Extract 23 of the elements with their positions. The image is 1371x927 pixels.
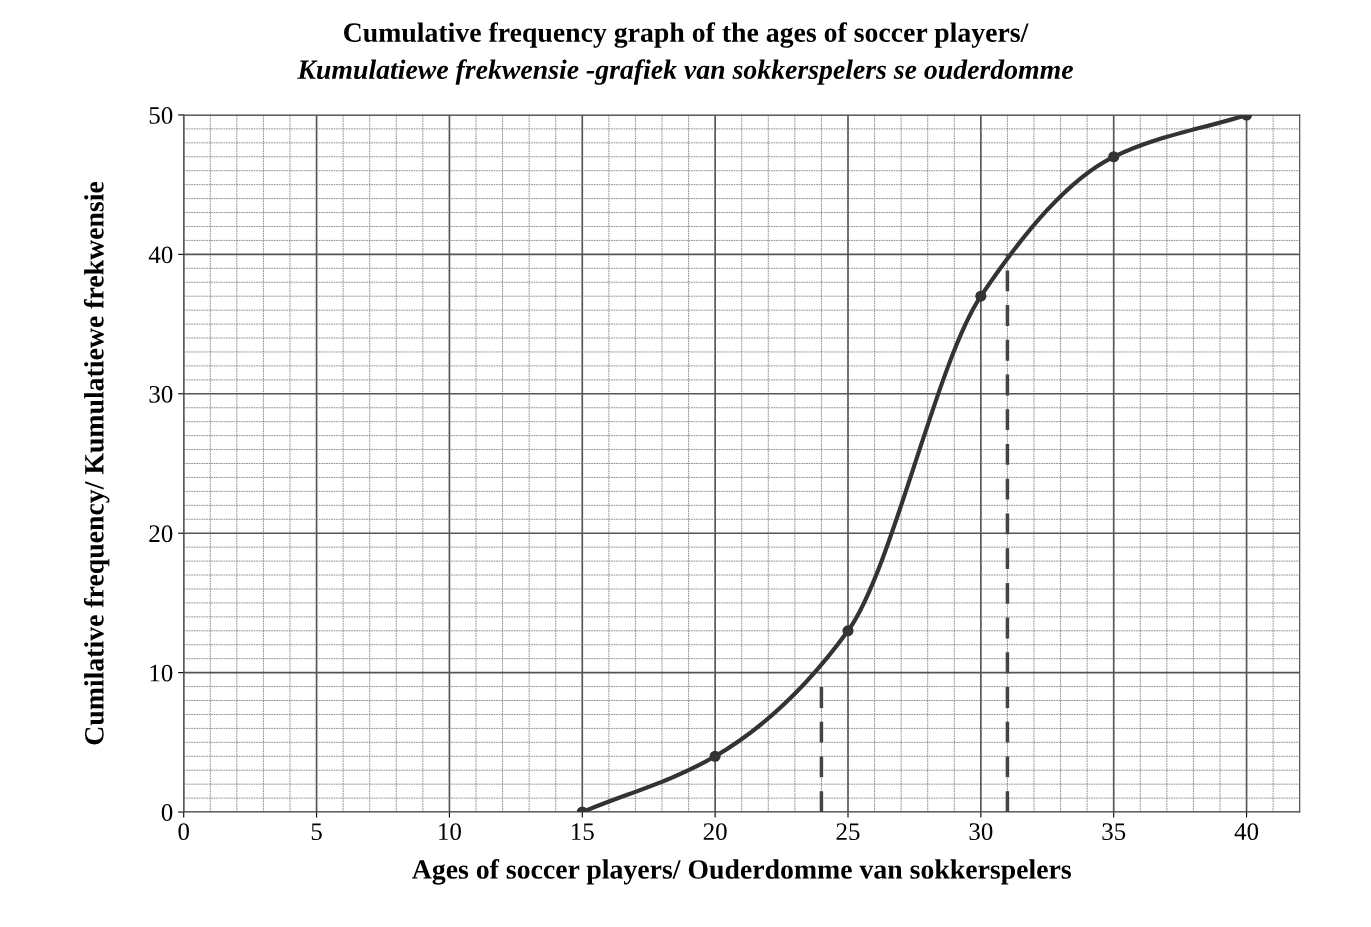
x-tick-label: 15 (571, 823, 594, 841)
point (1108, 151, 1120, 163)
x-tick-label: 10 (439, 823, 461, 841)
x-axis-title: Ages of soccer players/ Ouderdomme van sokkerspelers (412, 859, 1071, 885)
x-tick-label: 35 (1102, 823, 1126, 841)
x-tick-label: 40 (1234, 823, 1259, 841)
point (842, 625, 854, 637)
y-tick-label: 0 (161, 804, 173, 821)
x-tick-label: 0 (178, 823, 190, 841)
chart-title: Cumulative frequency graph of the ages of soccer players/ (344, 22, 1029, 48)
y-tick-label: 30 (149, 385, 173, 403)
y-tick-label: 10 (150, 664, 173, 682)
point (975, 290, 987, 302)
chart-subtitle: Kumulatiewe frekwensie -grafiek van sokkerspelers se ouderdomme (297, 59, 1073, 85)
x-tick-label: 30 (969, 823, 993, 841)
y-axis-title: Cumilative frequency/ Kumulatiewe frekwensie (83, 181, 110, 745)
y-tick-label: 40 (148, 246, 173, 264)
y-tick-label: 50 (149, 107, 173, 124)
point (709, 750, 721, 762)
x-tick-label: 25 (836, 823, 860, 841)
x-tick-label: 20 (703, 823, 727, 841)
x-tick-label: 5 (311, 823, 322, 841)
y-tick-label: 20 (149, 525, 173, 543)
